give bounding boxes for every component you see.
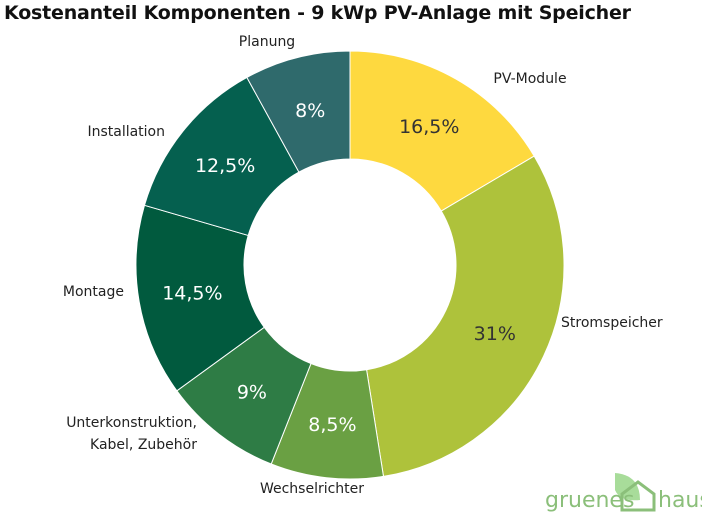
category-label: PV-Module — [493, 71, 566, 87]
category-label: Unterkonstruktion, Kabel, Zubehör — [66, 415, 197, 453]
data-label: 16,5% — [399, 116, 459, 138]
data-label: 8% — [295, 100, 325, 122]
data-label: 14,5% — [162, 283, 222, 305]
data-label: 9% — [237, 381, 267, 403]
logo-text-haus: haus — [658, 488, 702, 513]
chart-title: Kostenanteil Komponenten - 9 kWp PV-Anla… — [4, 2, 631, 24]
donut-slice — [349, 50, 535, 212]
data-label: 12,5% — [195, 155, 255, 177]
category-label: Montage — [63, 284, 124, 300]
house-leaf-icon — [615, 473, 656, 512]
logo-text-gruenes: gruenes — [545, 488, 635, 513]
data-label: 31% — [474, 323, 516, 345]
donut-slice — [366, 155, 565, 477]
donut-slice — [246, 50, 351, 173]
category-label: Planung — [239, 34, 295, 50]
gruenes-haus-logo: gruenes haus — [545, 470, 702, 515]
category-label: Installation — [87, 124, 165, 140]
data-label: 8,5% — [308, 414, 356, 436]
category-label: Stromspeicher — [561, 315, 663, 331]
category-label: Wechselrichter — [260, 481, 364, 497]
